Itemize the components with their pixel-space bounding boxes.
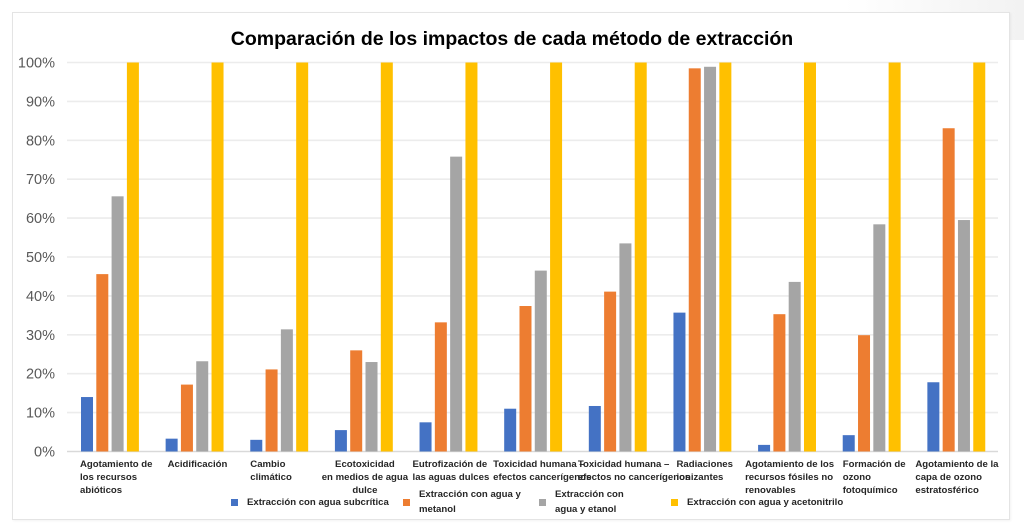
bar xyxy=(534,270,547,452)
bar xyxy=(96,274,109,452)
bar xyxy=(196,361,209,452)
bar xyxy=(704,66,717,452)
bar xyxy=(296,62,309,452)
y-tick-label: 100% xyxy=(18,56,55,72)
category-label: Eutrofización de las aguas dulces xyxy=(412,459,490,483)
legend-swatch xyxy=(671,499,678,506)
bar xyxy=(250,439,263,452)
y-tick-label: 30% xyxy=(26,328,55,344)
bar xyxy=(957,220,970,452)
category-label: Acidificación xyxy=(167,459,228,470)
bar xyxy=(419,422,432,452)
category-label: Toxicidad humana – efectos no cancerígen… xyxy=(577,459,691,483)
bar xyxy=(165,438,178,452)
legend-swatch xyxy=(231,499,238,506)
bar xyxy=(973,62,986,452)
bar xyxy=(842,435,855,452)
legend-label: Extracción con agua y etanol xyxy=(555,489,624,515)
y-tick-label: 10% xyxy=(26,406,55,422)
bar xyxy=(550,62,563,452)
category-label: Formación de ozono fotoquímico xyxy=(842,459,906,496)
legend-swatch xyxy=(539,498,546,506)
bar xyxy=(758,444,771,452)
category-label: Radiaciones ionizantes xyxy=(676,459,733,483)
bar xyxy=(434,322,447,452)
bar xyxy=(365,362,378,452)
category-label: Ecotoxicidad en medios de agua dulce xyxy=(321,459,409,496)
bar xyxy=(211,62,224,452)
bar xyxy=(350,350,363,452)
bar xyxy=(180,384,193,452)
bar xyxy=(380,62,393,452)
y-tick-label: 40% xyxy=(26,289,55,305)
y-tick-label: 90% xyxy=(26,94,55,110)
bar xyxy=(265,369,278,452)
bar xyxy=(634,62,647,452)
bar xyxy=(126,62,139,452)
category-label: Agotamiento de los recursos abióticos xyxy=(80,459,153,496)
bar xyxy=(334,430,347,452)
y-tick-label: 80% xyxy=(26,133,55,149)
y-tick-label: 50% xyxy=(26,250,55,266)
y-tick-label: 0% xyxy=(34,445,55,461)
category-label: Agotamiento de la capa de ozono estratos… xyxy=(915,459,999,496)
chart-title: Comparación de los impactos de cada méto… xyxy=(230,28,794,50)
bar xyxy=(927,382,940,452)
bar xyxy=(673,312,686,452)
bar xyxy=(773,314,786,452)
bar xyxy=(465,62,478,452)
bar xyxy=(719,62,732,452)
bar xyxy=(803,62,816,452)
bar xyxy=(519,306,532,452)
bar xyxy=(619,243,632,452)
legend-item: Extracción con agua subcrítica xyxy=(231,495,389,510)
bar xyxy=(688,68,701,452)
legend-item: Extracción con agua y acetonitrilo xyxy=(671,495,843,510)
y-tick-label: 20% xyxy=(26,367,55,383)
y-axis-ticks: 0% 10% 20% 30% 40% 50% 60% 70% 80% 90% 100% xyxy=(18,56,55,461)
bar xyxy=(888,62,901,452)
y-tick-label: 60% xyxy=(26,211,55,227)
legend-label: Extracción con agua y acetonitrilo xyxy=(687,497,844,508)
bar xyxy=(788,281,801,452)
legend-label: Extracción con agua y metanol xyxy=(419,489,521,515)
bars xyxy=(81,62,986,452)
bar xyxy=(280,329,293,452)
legend-item: Extracción con agua y metanol xyxy=(403,487,521,517)
category-label: Agotamiento de los recursos fósiles no r… xyxy=(745,459,835,496)
bar xyxy=(81,397,93,452)
bar xyxy=(942,128,955,452)
legend-label: Extracción con agua subcrítica xyxy=(247,497,389,508)
bar xyxy=(504,408,517,452)
category-label: Cambio climático xyxy=(250,459,292,483)
y-tick-label: 70% xyxy=(26,172,55,188)
category-label: Toxicidad humana – efectos cancerígenos xyxy=(493,459,592,483)
legend-item: Extracción con agua y etanol xyxy=(539,487,624,517)
bar xyxy=(450,156,463,452)
legend-swatch xyxy=(403,498,410,506)
bar xyxy=(604,291,617,452)
bar xyxy=(588,405,601,452)
bar xyxy=(873,224,886,452)
bar xyxy=(111,196,124,452)
bar xyxy=(858,335,871,452)
